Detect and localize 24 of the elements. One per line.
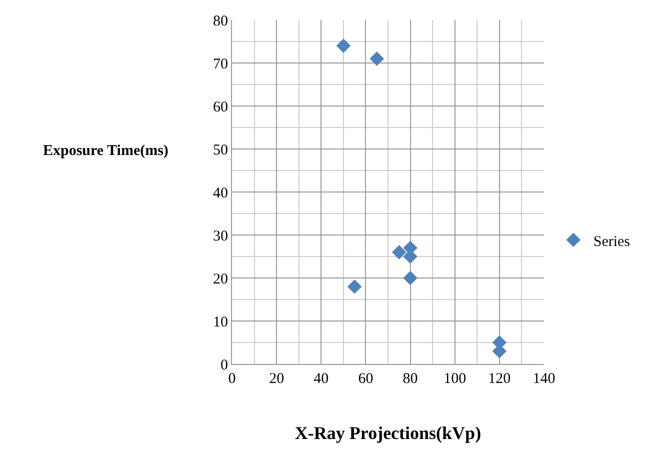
y-tick-label: 10 [213, 314, 228, 330]
point [370, 52, 384, 66]
x-tick-label: 40 [314, 371, 329, 387]
x-tick-label: 100 [444, 371, 466, 387]
point [347, 279, 362, 294]
y-tick-label: 0 [220, 357, 228, 374]
x-tick-label: 140 [532, 371, 556, 387]
x-tick-label: 120 [488, 371, 511, 387]
y-axis-title: Exposure Time(ms) [43, 143, 168, 159]
y-tick-label: 40 [213, 185, 228, 202]
point [403, 270, 418, 286]
y-tick-label: 30 [213, 228, 228, 244]
y-tick-label: 80 [213, 13, 228, 30]
x-tick-label: 80 [402, 371, 418, 387]
x-tick-label: 20 [269, 371, 284, 387]
point [336, 38, 351, 53]
x-tick-label: 60 [358, 371, 374, 387]
point [392, 245, 406, 260]
x-axis-title: X-Ray Projections(kVp) [294, 423, 482, 444]
y-tick-label: 70 [213, 56, 228, 72]
y-tick-label: 20 [213, 271, 228, 288]
y-tick-label: 50 [213, 142, 228, 158]
legend-label: Series [593, 234, 630, 250]
y-tick-label: 60 [213, 99, 228, 116]
